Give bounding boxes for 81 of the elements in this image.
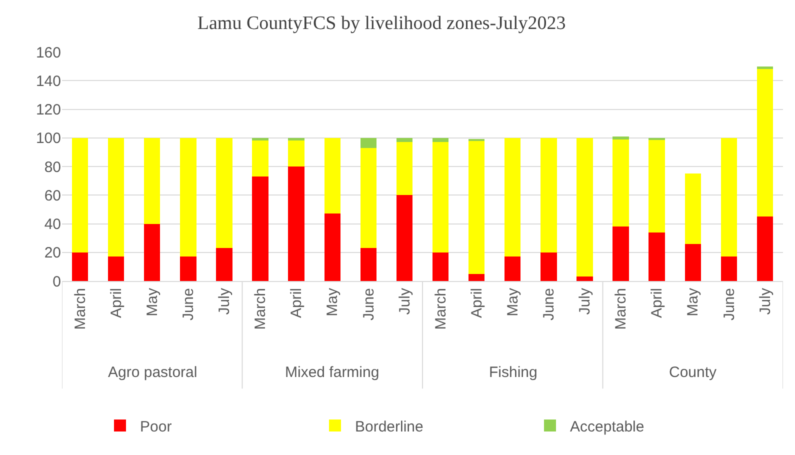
bar bbox=[396, 142, 413, 196]
x-tick-label: June bbox=[360, 288, 378, 321]
bar bbox=[216, 138, 232, 248]
bar bbox=[360, 138, 377, 148]
bar bbox=[180, 256, 196, 281]
bar bbox=[612, 226, 629, 281]
bar bbox=[252, 176, 268, 281]
x-tick-label: March bbox=[72, 288, 89, 330]
legend-label: Borderline bbox=[355, 418, 424, 436]
bar bbox=[432, 252, 449, 281]
x-tick-label: May bbox=[504, 288, 522, 316]
bar bbox=[144, 224, 160, 281]
x-tick-label: June bbox=[720, 288, 738, 321]
x-tick-label: July bbox=[216, 288, 234, 315]
bar bbox=[432, 138, 449, 142]
bar bbox=[360, 148, 377, 248]
bar bbox=[540, 252, 557, 281]
bar bbox=[576, 276, 593, 281]
bar bbox=[504, 256, 521, 281]
x-tick-label: May bbox=[324, 288, 342, 316]
x-tick-label: March bbox=[252, 288, 270, 330]
y-tick-label: 20 bbox=[44, 244, 61, 262]
x-tick-label: June bbox=[540, 288, 558, 321]
legend-label: Poor bbox=[140, 418, 172, 436]
bar bbox=[324, 138, 340, 214]
bar bbox=[756, 216, 774, 281]
y-tick-label: 120 bbox=[36, 102, 61, 118]
bar bbox=[504, 138, 521, 257]
y-tick-label: 160 bbox=[36, 44, 61, 62]
x-tick-label: July bbox=[756, 288, 774, 315]
y-tick-label: 80 bbox=[44, 158, 61, 176]
bar bbox=[396, 138, 413, 142]
bar bbox=[756, 69, 774, 217]
bar bbox=[360, 248, 377, 281]
x-tick-label: May bbox=[144, 288, 162, 316]
x-tick-label: July bbox=[576, 288, 594, 315]
text: County bbox=[669, 364, 718, 381]
bar bbox=[540, 138, 557, 252]
bar bbox=[612, 136, 629, 140]
bar bbox=[72, 138, 88, 252]
bar bbox=[684, 174, 701, 244]
y-tick-label: 60 bbox=[44, 187, 61, 204]
bar bbox=[468, 274, 485, 281]
bar bbox=[252, 140, 268, 177]
x-tick-label: June bbox=[180, 288, 198, 321]
bar bbox=[648, 139, 665, 232]
bar bbox=[144, 138, 160, 224]
bar bbox=[72, 252, 88, 281]
bar bbox=[216, 248, 232, 281]
bar bbox=[288, 140, 304, 166]
text: Fishing bbox=[489, 364, 538, 381]
bar bbox=[612, 139, 629, 227]
x-tick-label: May bbox=[684, 288, 702, 316]
bar bbox=[720, 256, 738, 281]
bar bbox=[324, 214, 340, 281]
bar bbox=[396, 195, 413, 281]
x-tick-label: March bbox=[612, 288, 630, 330]
x-tick-label: April bbox=[468, 288, 486, 318]
legend-label: Acceptable bbox=[570, 418, 644, 436]
x-tick-label: July bbox=[396, 288, 414, 315]
bar bbox=[684, 244, 701, 281]
x-tick-label: April bbox=[648, 288, 666, 318]
x-tick-label: March bbox=[432, 288, 450, 330]
bar bbox=[432, 142, 449, 252]
y-tick-label: 0 bbox=[52, 273, 61, 290]
text: Agro pastoral bbox=[108, 364, 198, 381]
bar bbox=[180, 138, 196, 257]
bar bbox=[108, 256, 124, 281]
bar bbox=[468, 140, 485, 274]
y-tick-label: 140 bbox=[36, 72, 61, 90]
bar bbox=[288, 166, 304, 281]
bar bbox=[648, 232, 665, 281]
x-tick-label: April bbox=[288, 288, 306, 318]
y-tick-label: 100 bbox=[36, 130, 61, 148]
text: Mixed farming bbox=[285, 364, 380, 381]
bar bbox=[108, 138, 124, 257]
bar bbox=[576, 138, 593, 277]
y-tick-label: 40 bbox=[44, 216, 61, 233]
x-tick-label: April bbox=[108, 288, 125, 318]
bar bbox=[720, 138, 738, 257]
chart-title: Lamu CountyFCS by livelihood zones-July2023 bbox=[197, 13, 566, 34]
